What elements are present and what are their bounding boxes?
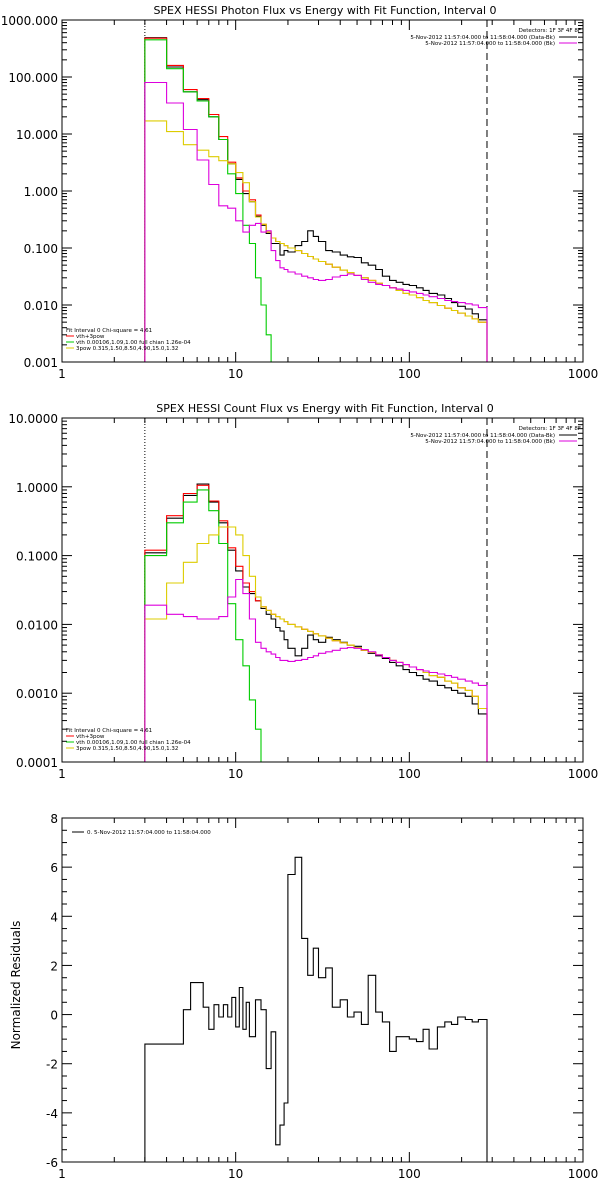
y-tick-label: 0 <box>50 1009 58 1023</box>
legend-entry: 3pow 0.315,1.50,8.50,4.90,15.0,1.32 <box>76 346 178 352</box>
series-group <box>144 37 488 362</box>
residuals-panel: Normalized Residuals 1 10 100 1000 -6 -4 -2 0 2 4… <box>9 812 599 1181</box>
x-tick-label: 10 <box>228 767 243 781</box>
legend-entry: 5-Nov-2012 11:57:04.000 to 11:58:04.000 … <box>425 41 555 47</box>
series-vth-3pow <box>144 37 488 362</box>
x-tick-label: 100 <box>398 767 421 781</box>
plot-frame <box>61 817 584 1163</box>
series-group <box>144 856 488 1162</box>
y-tick-label: 0.0001 <box>16 756 58 770</box>
y-tick-label: 6 <box>50 861 58 875</box>
residuals-y-axis-label: Normalized Residuals <box>9 921 23 1050</box>
x-tick-label: 100 <box>398 1167 421 1181</box>
series-bk <box>144 578 488 762</box>
x-tick-label: 10 <box>228 1167 243 1181</box>
x-tick-label: 10 <box>228 367 243 381</box>
y-tick-label: 0.0100 <box>16 618 58 632</box>
y-tick-label: -4 <box>46 1107 58 1121</box>
x-tick-label: 1000 <box>568 767 599 781</box>
fit-interval-label: Fit Interval 0 Chi-square = 4.61 <box>66 728 152 734</box>
y-tick-label: 0.100 <box>24 242 58 256</box>
legend-entry: 5-Nov-2012 11:57:04.000 to 11:58:04.000 … <box>425 439 555 445</box>
y-tick-label: 10.000 <box>16 128 58 142</box>
plot-frame <box>61 417 584 763</box>
count-flux-panel: SPEX HESSI Count Flux vs Energy with Fit… <box>8 402 599 781</box>
legend-entry: vth 0.00106,1.09,1.00 full chian 1.26e-0… <box>76 740 191 746</box>
legend-entry: 5-Nov-2012 11:57:04.000 to 11:58:04.000 … <box>410 35 555 41</box>
x-tick-label: 100 <box>398 367 421 381</box>
series-group <box>144 483 488 762</box>
y-tick-label: -2 <box>46 1058 58 1072</box>
x-tick-label: 1 <box>58 767 66 781</box>
detectors-label: Detectors: 1F 3F 4F 8F <box>519 28 581 34</box>
y-tick-label: 2 <box>50 959 58 973</box>
y-tick-label: 1000.000 <box>1 14 58 28</box>
detectors-label: Detectors: 1F 3F 4F 8F <box>519 426 581 432</box>
series-residuals <box>144 856 488 1162</box>
y-tick-label: 8 <box>50 812 58 826</box>
y-tick-label: 0.0010 <box>16 687 58 701</box>
legend-entry: vth+3pow <box>76 334 105 340</box>
y-tick-label: 10.0000 <box>8 412 58 426</box>
legend-entry: 5-Nov-2012 11:57:04.000 to 11:58:04.000 … <box>410 433 555 439</box>
photon-flux-title: SPEX HESSI Photon Flux vs Energy with Fi… <box>153 4 496 17</box>
y-tick-label: 100.000 <box>8 71 58 85</box>
y-tick-label: 0.010 <box>24 299 58 313</box>
series-3pow <box>144 120 488 362</box>
y-tick-label: 1.0000 <box>16 481 58 495</box>
legend-entry: 0. 5-Nov-2012 11:57:04.000 to 11:58:04.0… <box>87 830 211 836</box>
series-vth <box>144 489 267 762</box>
y-tick-label: 1.000 <box>24 185 58 199</box>
y-tick-label: 4 <box>50 910 58 924</box>
series-bk <box>144 81 488 362</box>
photon-flux-panel: SPEX HESSI Photon Flux vs Energy with Fi… <box>1 4 599 381</box>
x-tick-label: 1000 <box>568 1167 599 1181</box>
count-flux-title: SPEX HESSI Count Flux vs Energy with Fit… <box>156 402 493 415</box>
legend-entry: 3pow 0.315,1.50,8.50,4.90,15.0,1.32 <box>76 746 178 752</box>
y-tick-label: -6 <box>46 1156 58 1170</box>
x-tick-label: 1000 <box>568 367 599 381</box>
x-tick-label: 1 <box>58 367 66 381</box>
legend-entry: vth 0.00106,1.09,1.00 full chian 1.26e-0… <box>76 340 191 346</box>
plot-frame <box>61 19 584 363</box>
y-tick-label: 0.1000 <box>16 550 58 564</box>
y-tick-label: 0.001 <box>24 356 58 370</box>
series-vth <box>144 39 277 362</box>
legend-entry: vth+3pow <box>76 734 105 740</box>
fit-interval-label: Fit Interval 0 Chi-square = 4.61 <box>66 328 152 334</box>
series-3pow <box>144 526 488 762</box>
series-data-bk <box>144 483 488 762</box>
x-tick-label: 1 <box>58 1167 66 1181</box>
